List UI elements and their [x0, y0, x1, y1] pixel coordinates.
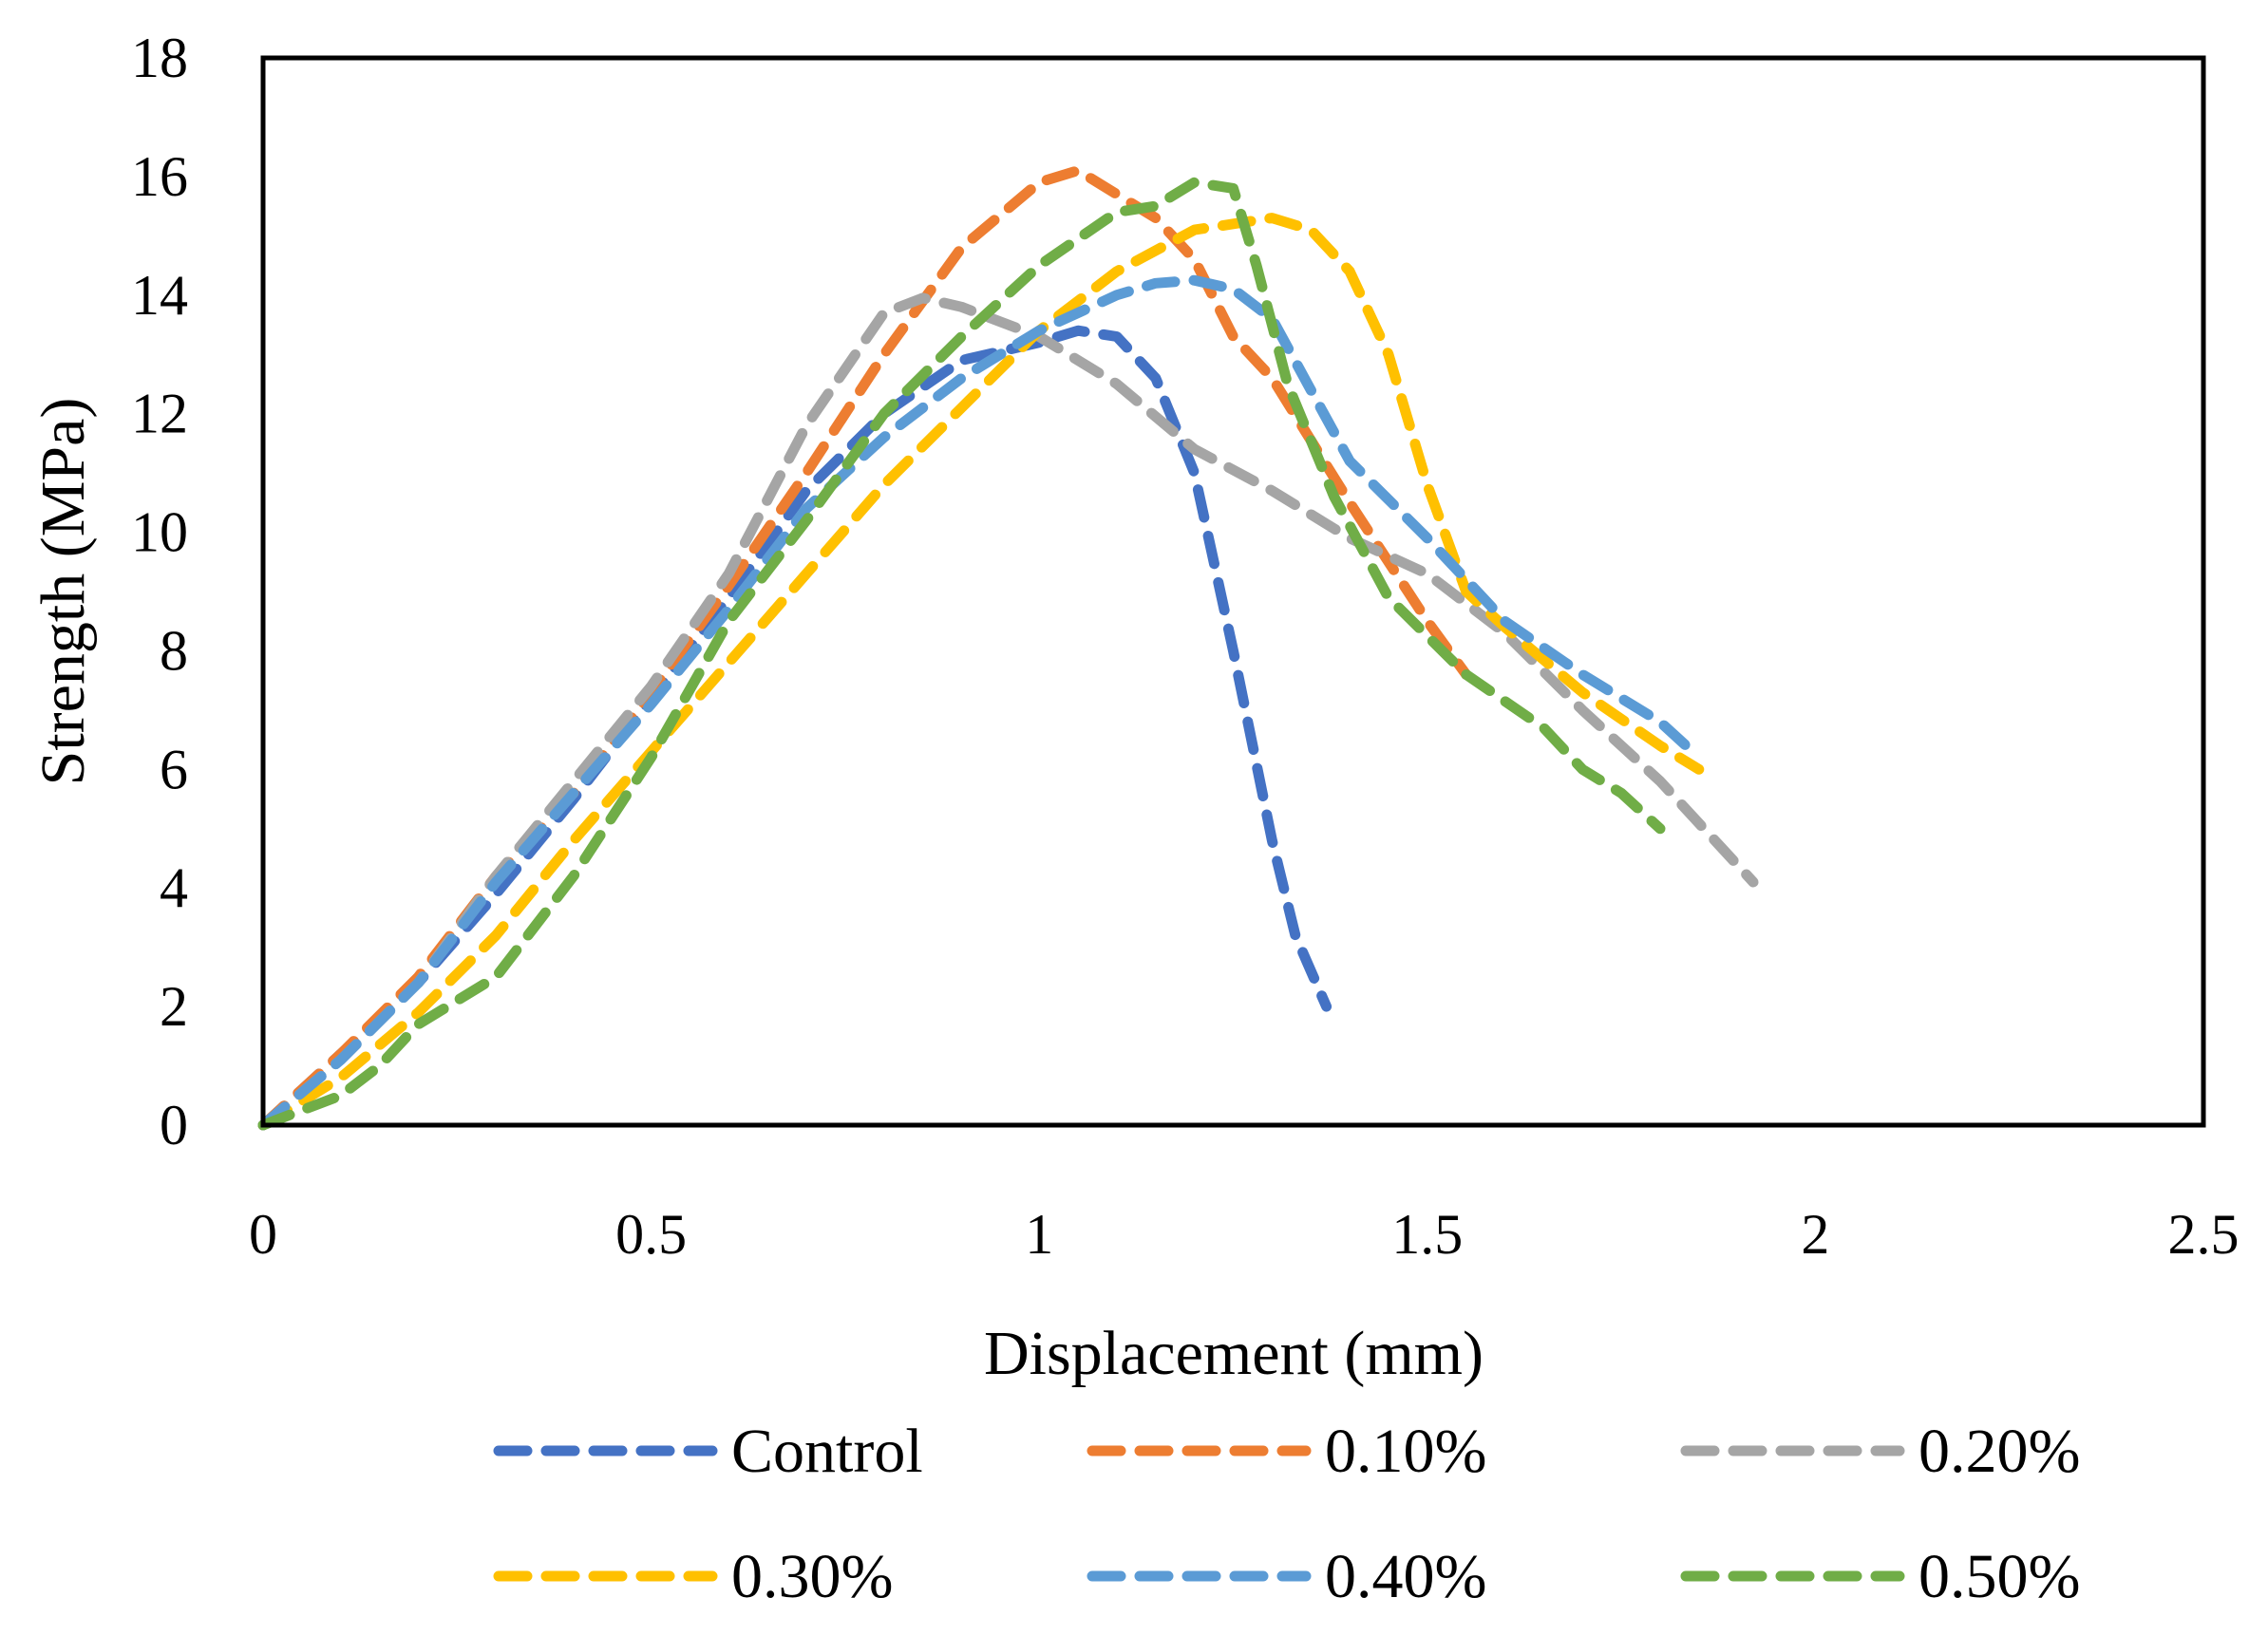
series-line-0-50	[257, 177, 1666, 1131]
y-tick-label: 14	[131, 264, 188, 327]
legend-label-control: Control	[731, 1417, 923, 1486]
plot-area-frame	[260, 55, 2206, 1128]
y-tick-label: 6	[160, 738, 188, 800]
legend-label-0-30: 0.30%	[731, 1542, 893, 1611]
x-tick-label: 2.5	[2168, 1203, 2240, 1266]
x-tick-label: 0	[249, 1203, 277, 1266]
x-tick-label: 1	[1025, 1203, 1053, 1266]
legend-label-0-50: 0.50%	[1918, 1542, 2080, 1611]
y-tick-label: 18	[131, 27, 188, 89]
y-tick-label: 0	[160, 1094, 188, 1156]
y-tick-label: 10	[131, 501, 188, 564]
legend-label-0-40: 0.40%	[1325, 1542, 1486, 1611]
y-tick-label: 4	[160, 856, 188, 919]
y-tick-label: 12	[131, 383, 188, 445]
x-tick-label: 0.5	[615, 1203, 687, 1266]
legend: Control 0.10% 0.20% 0.30% 0.40% 0.50%	[493, 1417, 2080, 1611]
series-line-0-40	[257, 274, 1705, 1131]
series-line-0-20	[257, 292, 1759, 1131]
series-line-0-30	[257, 213, 1705, 1131]
series-layer	[257, 165, 1759, 1131]
y-axis-tick-labels: 0 2 4 6 8 10 12 14 16 18	[131, 27, 188, 1156]
legend-label-0-10: 0.10%	[1325, 1417, 1486, 1486]
y-tick-label: 2	[160, 975, 188, 1038]
series-line-0-10	[257, 165, 1472, 1131]
x-axis-tick-labels: 0 0.5 1 1.5 2 2.5	[249, 1203, 2240, 1266]
x-tick-label: 2	[1801, 1203, 1829, 1266]
x-tick-label: 1.5	[1391, 1203, 1463, 1266]
series-line-control	[257, 325, 1332, 1131]
x-axis-title: Displacement (mm)	[984, 1319, 1484, 1388]
y-axis-title: Strength (MPa)	[28, 398, 98, 786]
legend-label-0-20: 0.20%	[1918, 1417, 2080, 1486]
y-tick-label: 8	[160, 619, 188, 682]
y-tick-label: 16	[131, 145, 188, 208]
